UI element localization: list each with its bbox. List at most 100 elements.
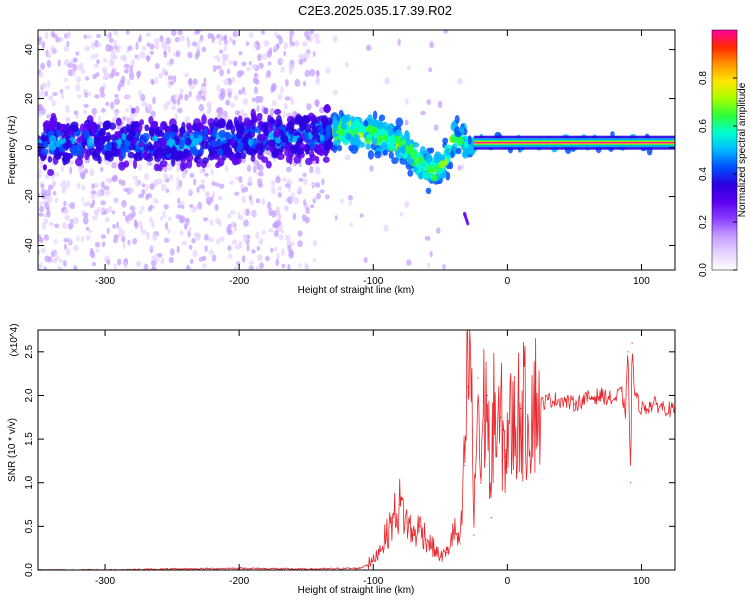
- spectrogram-speckle: [252, 42, 257, 49]
- spectrogram-speckle: [249, 199, 254, 206]
- spectrogram-speckle: [227, 253, 233, 259]
- spectrogram-speckle: [437, 100, 443, 109]
- spectrogram-speckle: [397, 38, 401, 46]
- spectrogram-speckle: [153, 38, 160, 45]
- spectrogram-speckle: [128, 72, 135, 81]
- spectrogram-speckle: [86, 235, 91, 241]
- spectrogram-energy: [224, 131, 231, 140]
- spectrogram-speckle: [238, 176, 243, 183]
- spectrogram-speckle: [262, 52, 268, 61]
- snr-x-tick-label: 0: [505, 576, 511, 587]
- spectrogram-speckle: [102, 75, 108, 81]
- spectrogram-speckle: [225, 99, 231, 106]
- spectrogram-energy: [96, 136, 102, 144]
- spectrogram-speckle: [120, 179, 126, 187]
- spectrogram-speckle: [118, 231, 122, 238]
- spectrogram-speckle: [95, 190, 102, 198]
- spectrogram-speckle: [314, 39, 321, 44]
- spectrogram-energy: [104, 121, 112, 130]
- spectrogram-speckle: [200, 179, 205, 184]
- spectrogram-speckle: [211, 181, 216, 187]
- spectrogram-energy: [263, 107, 269, 115]
- spectrogram-energy: [239, 125, 245, 136]
- spectrogram-energy: [161, 152, 166, 161]
- spectrogram-speckle: [160, 215, 164, 222]
- spectrogram-speckle: [169, 80, 175, 86]
- spectrogram-speckle: [110, 101, 115, 110]
- spectrogram-energy: [309, 115, 316, 122]
- spectrogram-speckle: [214, 182, 220, 187]
- spectrogram-speckle: [280, 66, 286, 73]
- spectrogram-speckle: [174, 161, 180, 166]
- spectrogram-speckle: [321, 178, 325, 186]
- snr-x-axis-label: Height of straight line (km): [298, 585, 415, 596]
- spectrogram-energy: [62, 142, 70, 150]
- spectrogram-speckle: [98, 115, 102, 122]
- spectrogram-speckle: [116, 221, 120, 229]
- spectrogram-energy: [382, 149, 388, 156]
- spectrogram-energy: [372, 110, 378, 120]
- spectrogram-speckle: [298, 177, 304, 182]
- spectrogram-tail: [466, 221, 470, 226]
- spectrogram-speckle: [302, 41, 308, 47]
- spectrogram-speckle: [73, 265, 78, 270]
- spectrogram-speckle: [89, 250, 96, 258]
- spectrogram-speckle: [188, 188, 192, 195]
- spectrogram-speckle: [79, 62, 84, 69]
- spectrogram-speckle: [297, 240, 303, 248]
- snr-data-point: [500, 416, 502, 418]
- spectrogram-speckle: [64, 85, 71, 90]
- snr-data-point: [640, 407, 643, 410]
- spectrogram-speckle: [119, 79, 125, 88]
- snr-data-point: [372, 560, 374, 562]
- spectrogram-speckle: [126, 80, 131, 86]
- spectrogram-speckle: [141, 183, 146, 188]
- spectrogram-speckle: [168, 174, 174, 181]
- spectrogram-speckle: [46, 59, 52, 68]
- spectrogram-x-tick-label: 0: [505, 276, 511, 287]
- spectrogram-speckle: [259, 262, 264, 269]
- spectrogram-speckle: [297, 186, 302, 194]
- spectrogram-energy: [179, 126, 186, 134]
- spectrogram-energy: [190, 146, 198, 155]
- spectrogram-speckle: [272, 222, 276, 229]
- spectrogram-energy: [263, 128, 270, 137]
- spectrogram-speckle: [147, 103, 153, 112]
- spectrogram-speckle: [86, 34, 92, 39]
- spectrogram-speckle: [315, 69, 320, 77]
- spectrogram-speckle: [54, 254, 60, 261]
- spectrogram-speckle: [62, 180, 67, 185]
- spectrogram-energy: [59, 129, 67, 137]
- spectrogram-energy: [357, 141, 366, 148]
- spectrogram-speckle: [104, 189, 111, 196]
- spectrogram-energy: [438, 160, 446, 169]
- spectrogram-speckle: [273, 44, 278, 51]
- spectrogram-energy: [284, 143, 290, 151]
- spectrogram-speckle: [97, 42, 102, 48]
- spectrogram-speckle: [38, 36, 43, 42]
- spectrogram-speckle: [99, 166, 104, 172]
- snr-data-point: [453, 530, 455, 532]
- spectrogram-speckle: [195, 94, 202, 102]
- spectrogram-speckle: [316, 192, 321, 200]
- spectrogram-speckle: [99, 86, 105, 94]
- spectrogram-speckle: [127, 45, 133, 51]
- spectrogram-energy: [217, 147, 224, 156]
- spectrogram-speckle: [233, 60, 238, 67]
- spectrogram-energy: [234, 152, 242, 159]
- spectrogram-speckle: [110, 51, 116, 60]
- spectrogram-energy: [337, 144, 343, 152]
- spectrogram-energy: [442, 137, 449, 145]
- spectrogram-energy: [138, 140, 145, 148]
- spectrogram-speckle: [428, 67, 433, 73]
- spectrogram-speckle: [271, 100, 277, 107]
- spectrogram-speckle: [218, 107, 224, 115]
- spectrogram-speckle: [231, 76, 236, 84]
- spectrogram-speckle: [253, 86, 259, 95]
- spectrogram-speckle: [219, 93, 225, 101]
- spectrogram-speckle: [85, 76, 89, 81]
- spectrogram-speckle: [176, 98, 181, 106]
- spectrogram-speckle: [75, 51, 80, 56]
- spectrogram-energy: [405, 138, 411, 146]
